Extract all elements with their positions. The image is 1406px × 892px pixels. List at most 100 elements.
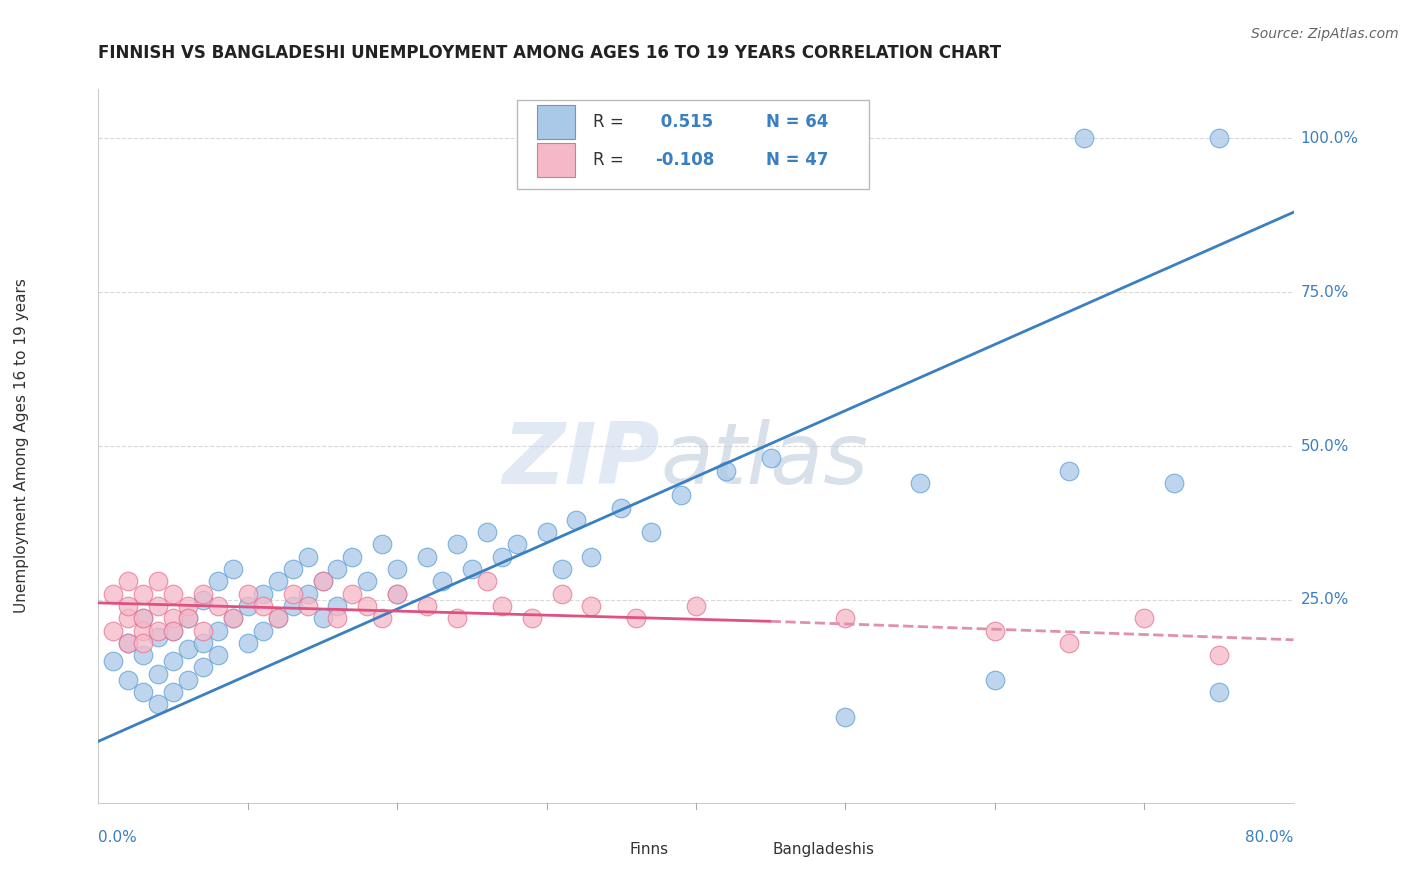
Point [536, 525, 558, 540]
FancyBboxPatch shape [738, 837, 768, 862]
Text: ZIP: ZIP [502, 418, 661, 502]
Point [461, 562, 484, 576]
Point [267, 574, 290, 589]
Point [191, 636, 214, 650]
Point [103, 624, 125, 638]
FancyBboxPatch shape [537, 143, 575, 178]
Point [177, 599, 200, 613]
Point [191, 592, 214, 607]
Point [117, 636, 139, 650]
Text: N = 47: N = 47 [766, 152, 830, 169]
Point [655, 131, 678, 145]
FancyBboxPatch shape [537, 104, 575, 139]
Point [252, 587, 274, 601]
Point [1208, 685, 1230, 699]
Point [148, 698, 170, 712]
Point [581, 599, 603, 613]
Text: Unemployment Among Ages 16 to 19 years: Unemployment Among Ages 16 to 19 years [14, 278, 28, 614]
Point [191, 660, 214, 674]
Point [252, 624, 274, 638]
Point [1163, 475, 1185, 490]
Point [446, 537, 468, 551]
Point [236, 636, 259, 650]
Point [714, 464, 737, 478]
Point [103, 587, 125, 601]
Text: 80.0%: 80.0% [1246, 830, 1294, 845]
Point [162, 587, 184, 601]
Point [385, 562, 409, 576]
Point [117, 574, 139, 589]
Point [371, 537, 394, 551]
Text: 25.0%: 25.0% [1301, 592, 1348, 607]
Point [1059, 464, 1081, 478]
Point [117, 599, 139, 613]
Point [267, 611, 290, 625]
Point [191, 587, 214, 601]
Point [297, 549, 319, 564]
Point [148, 624, 170, 638]
Point [207, 599, 229, 613]
Point [520, 611, 543, 625]
Point [326, 599, 349, 613]
Point [1208, 648, 1230, 662]
Text: R =: R = [593, 112, 630, 130]
Point [236, 599, 259, 613]
Point [311, 574, 333, 589]
Point [132, 587, 155, 601]
Point [132, 611, 155, 625]
Point [132, 648, 155, 662]
Point [222, 611, 245, 625]
Point [536, 131, 558, 145]
Point [281, 599, 304, 613]
Point [222, 562, 245, 576]
Point [356, 574, 378, 589]
Point [177, 611, 200, 625]
Point [177, 673, 200, 687]
Point [267, 611, 290, 625]
Point [148, 666, 170, 681]
Point [162, 654, 184, 668]
Text: Finns: Finns [628, 842, 668, 856]
Text: Bangladeshis: Bangladeshis [772, 842, 875, 856]
Point [640, 525, 662, 540]
Point [252, 599, 274, 613]
Point [475, 574, 498, 589]
Point [117, 636, 139, 650]
Point [132, 636, 155, 650]
FancyBboxPatch shape [595, 837, 624, 862]
Point [834, 709, 856, 723]
Point [326, 562, 349, 576]
Point [236, 587, 259, 601]
Point [222, 611, 245, 625]
Text: 50.0%: 50.0% [1301, 439, 1348, 453]
Point [148, 630, 170, 644]
Point [191, 624, 214, 638]
Text: 0.0%: 0.0% [98, 830, 138, 845]
Point [132, 685, 155, 699]
Point [475, 525, 498, 540]
Text: R =: R = [593, 152, 630, 169]
Point [491, 599, 513, 613]
Point [311, 611, 333, 625]
Point [132, 611, 155, 625]
Point [416, 549, 439, 564]
Point [356, 599, 378, 613]
Point [117, 611, 139, 625]
Point [1208, 131, 1230, 145]
Point [148, 599, 170, 613]
Point [342, 549, 364, 564]
Text: -0.108: -0.108 [655, 152, 714, 169]
Point [565, 513, 588, 527]
Point [834, 611, 856, 625]
Point [281, 587, 304, 601]
Point [103, 654, 125, 668]
Point [983, 673, 1005, 687]
Point [162, 624, 184, 638]
Point [132, 624, 155, 638]
Point [491, 549, 513, 564]
Point [207, 624, 229, 638]
Point [581, 549, 603, 564]
Point [162, 624, 184, 638]
Point [759, 451, 782, 466]
Point [385, 587, 409, 601]
